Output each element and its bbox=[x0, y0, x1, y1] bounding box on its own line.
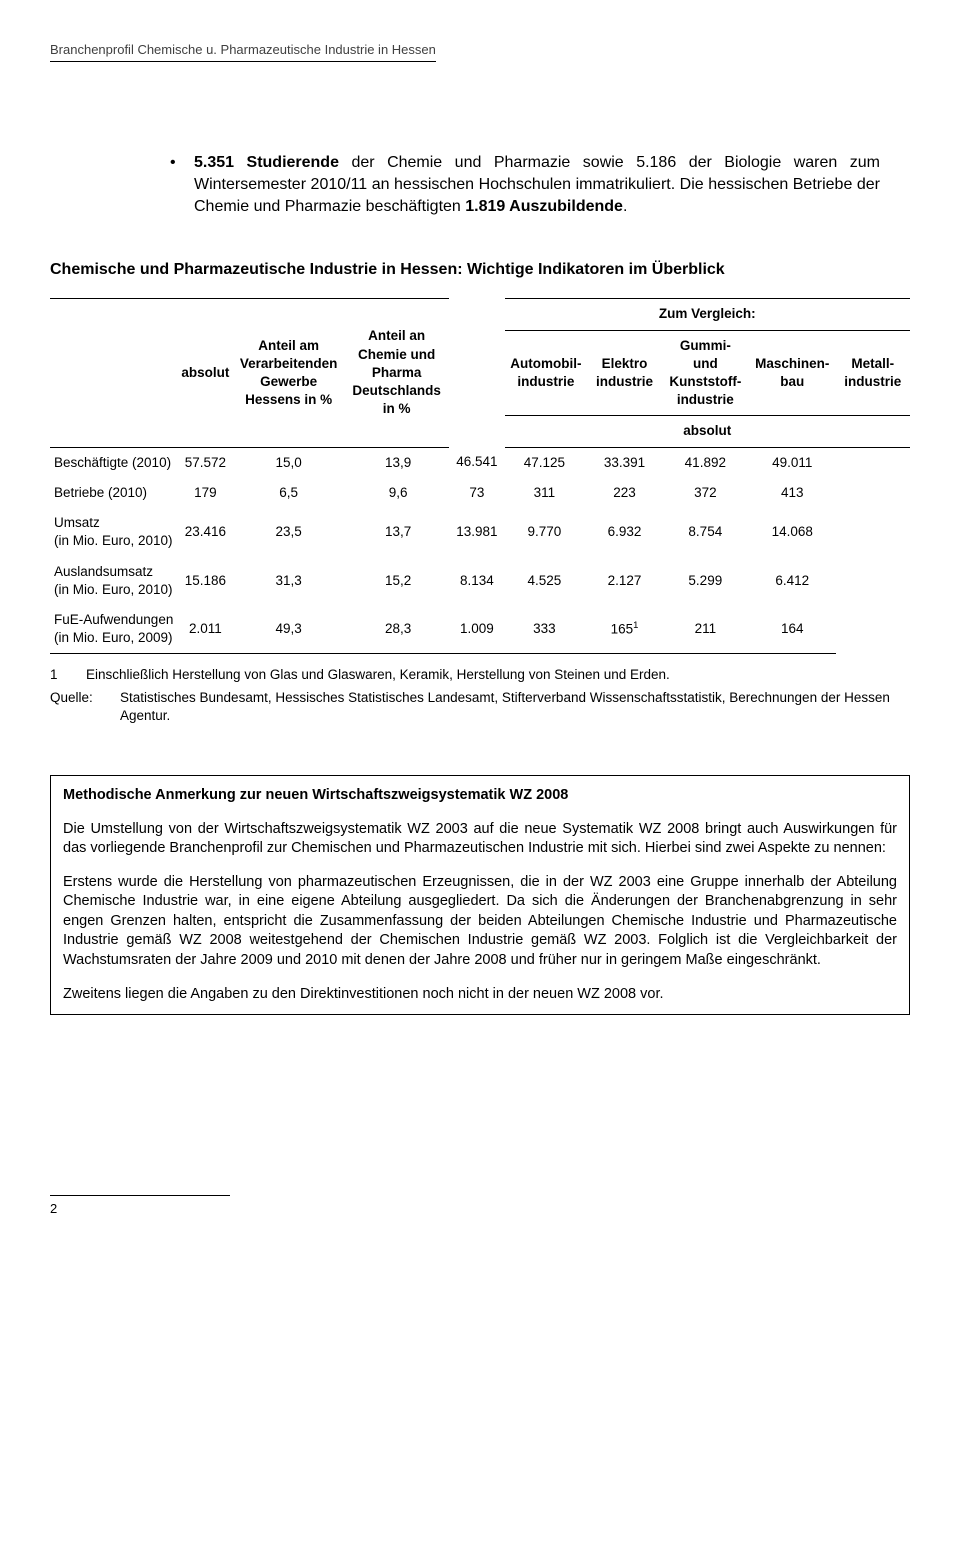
table-cell: 2.127 bbox=[587, 557, 661, 605]
row-label: Auslandsumsatz(in Mio. Euro, 2010) bbox=[50, 557, 177, 605]
table-cell: 164 bbox=[749, 605, 836, 654]
col-maschinen: Maschinen-bau bbox=[749, 330, 836, 416]
footnote-text: Einschließlich Herstellung von Glas und … bbox=[86, 666, 670, 684]
bullet-text: 5.351 Studierende der Chemie und Pharmaz… bbox=[194, 152, 880, 219]
row-label: Umsatz(in Mio. Euro, 2010) bbox=[50, 508, 177, 556]
table-cell: 5.299 bbox=[662, 557, 749, 605]
table-cell: 15,0 bbox=[233, 447, 344, 478]
table-cell: 2.011 bbox=[177, 605, 233, 654]
col-absolut2: absolut bbox=[502, 416, 910, 447]
bold-span: 5.351 Studierende bbox=[194, 154, 339, 171]
source-text: Statistisches Bundesamt, Hessisches Stat… bbox=[120, 689, 910, 725]
table-cell: 49.011 bbox=[749, 447, 836, 478]
table-cell: 57.572 bbox=[177, 447, 233, 478]
table-cell: 73 bbox=[452, 478, 501, 508]
bullet-item: • 5.351 Studierende der Chemie und Pharm… bbox=[170, 152, 880, 219]
page-footer: 2 bbox=[50, 1195, 910, 1218]
table-cell: 31,3 bbox=[233, 557, 344, 605]
col-vergleich: Zum Vergleich: bbox=[502, 299, 910, 330]
note-para: Die Umstellung von der Wirtschaftszweigs… bbox=[63, 820, 897, 859]
col-absolut: absolut bbox=[177, 299, 233, 447]
text-span: . bbox=[623, 198, 627, 215]
table-cell: 6.412 bbox=[749, 557, 836, 605]
table-cell: 179 bbox=[177, 478, 233, 508]
table-cell: 23.416 bbox=[177, 508, 233, 556]
table-cell: 49,3 bbox=[233, 605, 344, 654]
row-label: FuE-Aufwendungen(in Mio. Euro, 2009) bbox=[50, 605, 177, 654]
table-cell: 15.186 bbox=[177, 557, 233, 605]
table-cell: 223 bbox=[587, 478, 661, 508]
note-title: Methodische Anmerkung zur neuen Wirtscha… bbox=[63, 786, 897, 806]
table-row: Umsatz(in Mio. Euro, 2010)23.41623,513,7… bbox=[50, 508, 910, 556]
table-cell: 14.068 bbox=[749, 508, 836, 556]
note-para: Erstens wurde die Herstellung von pharma… bbox=[63, 873, 897, 971]
col-anteil-hessen: Anteil am Verarbeitenden Gewerbe Hessens… bbox=[233, 299, 344, 447]
table-row: FuE-Aufwendungen(in Mio. Euro, 2009)2.01… bbox=[50, 605, 910, 654]
row-label: Beschäftigte (2010) bbox=[50, 447, 177, 478]
table-cell: 28,3 bbox=[344, 605, 452, 654]
table-cell: 311 bbox=[502, 478, 588, 508]
table-cell: 372 bbox=[662, 478, 749, 508]
table-cell: 15,2 bbox=[344, 557, 452, 605]
table-cell: 13,9 bbox=[344, 447, 452, 478]
page-number: 2 bbox=[50, 1201, 57, 1216]
footnote: 1 Einschließlich Herstellung von Glas un… bbox=[50, 666, 910, 684]
table-cell: 211 bbox=[662, 605, 749, 654]
table-cell: 6.932 bbox=[587, 508, 661, 556]
col-gummi: Gummi- und Kunststoff-industrie bbox=[662, 330, 749, 416]
col-empty bbox=[50, 299, 177, 447]
row-label: Betriebe (2010) bbox=[50, 478, 177, 508]
table-cell: 333 bbox=[502, 605, 588, 654]
table-cell: 46.541 bbox=[452, 447, 501, 478]
col-metall: Metall-industrie bbox=[836, 330, 910, 416]
method-note-box: Methodische Anmerkung zur neuen Wirtscha… bbox=[50, 775, 910, 1015]
table-cell: 6,5 bbox=[233, 478, 344, 508]
source: Quelle: Statistisches Bundesamt, Hessisc… bbox=[50, 689, 910, 725]
table-cell: 4.525 bbox=[502, 557, 588, 605]
table-cell: 13,7 bbox=[344, 508, 452, 556]
table-cell: 413 bbox=[749, 478, 836, 508]
table-cell: 8.754 bbox=[662, 508, 749, 556]
source-label: Quelle: bbox=[50, 689, 120, 725]
table-cell: 1651 bbox=[587, 605, 661, 654]
table-cell: 23,5 bbox=[233, 508, 344, 556]
table-cell: 47.125 bbox=[502, 447, 588, 478]
table-cell: 9,6 bbox=[344, 478, 452, 508]
indicators-table: absolut Anteil am Verarbeitenden Gewerbe… bbox=[50, 298, 910, 654]
footnote-num: 1 bbox=[50, 666, 86, 684]
bullet-marker: • bbox=[170, 152, 194, 219]
note-para: Zweitens liegen die Angaben zu den Direk… bbox=[63, 985, 897, 1005]
table-cell: 41.892 bbox=[662, 447, 749, 478]
bold-span: 1.819 Auszubildende bbox=[465, 198, 623, 215]
table-cell: 1.009 bbox=[452, 605, 501, 654]
table-body: Beschäftigte (2010)57.57215,013,946.5414… bbox=[50, 447, 910, 654]
table-cell: 33.391 bbox=[587, 447, 661, 478]
table-cell: 8.134 bbox=[452, 557, 501, 605]
col-anteil-de: Anteil an Chemie und Pharma Deutschlands… bbox=[344, 299, 452, 447]
section-title: Chemische und Pharmazeutische Industrie … bbox=[50, 259, 910, 281]
table-row: Betriebe (2010)1796,59,673311223372413 bbox=[50, 478, 910, 508]
col-auto: Automobil-industrie bbox=[502, 330, 588, 416]
col-elektro: Elektro industrie bbox=[587, 330, 661, 416]
table-row: Auslandsumsatz(in Mio. Euro, 2010)15.186… bbox=[50, 557, 910, 605]
running-header: Branchenprofil Chemische u. Pharmazeutis… bbox=[50, 41, 436, 62]
table-cell: 9.770 bbox=[502, 508, 588, 556]
table-cell: 13.981 bbox=[452, 508, 501, 556]
footer-rule bbox=[50, 1195, 230, 1196]
table-row: Beschäftigte (2010)57.57215,013,946.5414… bbox=[50, 447, 910, 478]
